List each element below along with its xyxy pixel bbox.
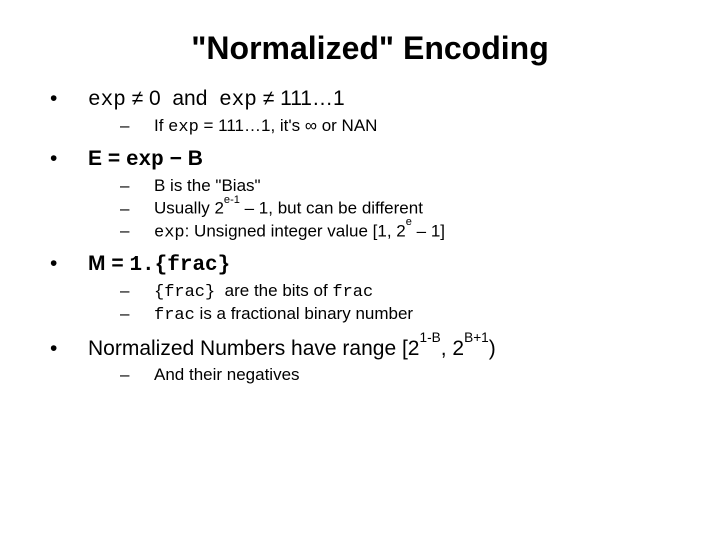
sub-point-2-3: – exp: Unsigned integer value [1, 2e – 1…	[50, 221, 690, 243]
dash-icon: –	[120, 221, 154, 241]
sub-point-3-1: – {frac} are the bits of frac	[50, 281, 690, 302]
dash-icon: –	[120, 176, 154, 196]
dash-icon: –	[120, 116, 154, 136]
bullet-icon: •	[50, 252, 88, 276]
main-text-2: E = exp − B	[88, 147, 690, 172]
sub-point-1-1: – If exp = 111…1, it's ∞ or NAN	[50, 116, 690, 137]
bullet-icon: •	[50, 87, 88, 111]
sub-point-4-1: – And their negatives	[50, 365, 690, 385]
dash-icon: –	[120, 199, 154, 219]
main-text-3: M = 1.{frac}	[88, 252, 690, 277]
sub-text-3-2: frac is a fractional binary number	[154, 304, 690, 325]
main-text-1: exp ≠ 0 and exp ≠ 111…1	[88, 87, 690, 112]
sub-point-2-2: – Usually 2e-1 – 1, but can be different	[50, 198, 690, 219]
main-point-2: • E = exp − B	[50, 147, 690, 172]
dash-icon: –	[120, 304, 154, 324]
main-point-4: • Normalized Numbers have range [21-B, 2…	[50, 335, 690, 361]
main-point-1: • exp ≠ 0 and exp ≠ 111…1	[50, 87, 690, 112]
sub-text-3-1: {frac} are the bits of frac	[154, 281, 690, 302]
main-point-3: • M = 1.{frac}	[50, 252, 690, 277]
main-text-4: Normalized Numbers have range [21-B, 2B+…	[88, 335, 690, 361]
dash-icon: –	[120, 365, 154, 385]
dash-icon: –	[120, 281, 154, 301]
bullet-icon: •	[50, 337, 88, 361]
sub-text-2-2: Usually 2e-1 – 1, but can be different	[154, 198, 690, 219]
sub-point-3-2: – frac is a fractional binary number	[50, 304, 690, 325]
sub-text-4-1: And their negatives	[154, 365, 690, 385]
sub-text-1-1: If exp = 111…1, it's ∞ or NAN	[154, 116, 690, 137]
sub-text-2-1: B is the "Bias"	[154, 176, 690, 196]
slide-title: "Normalized" Encoding	[50, 30, 690, 67]
sub-text-2-3: exp: Unsigned integer value [1, 2e – 1]	[154, 221, 690, 243]
sub-point-2-1: – B is the "Bias"	[50, 176, 690, 196]
bullet-icon: •	[50, 147, 88, 171]
